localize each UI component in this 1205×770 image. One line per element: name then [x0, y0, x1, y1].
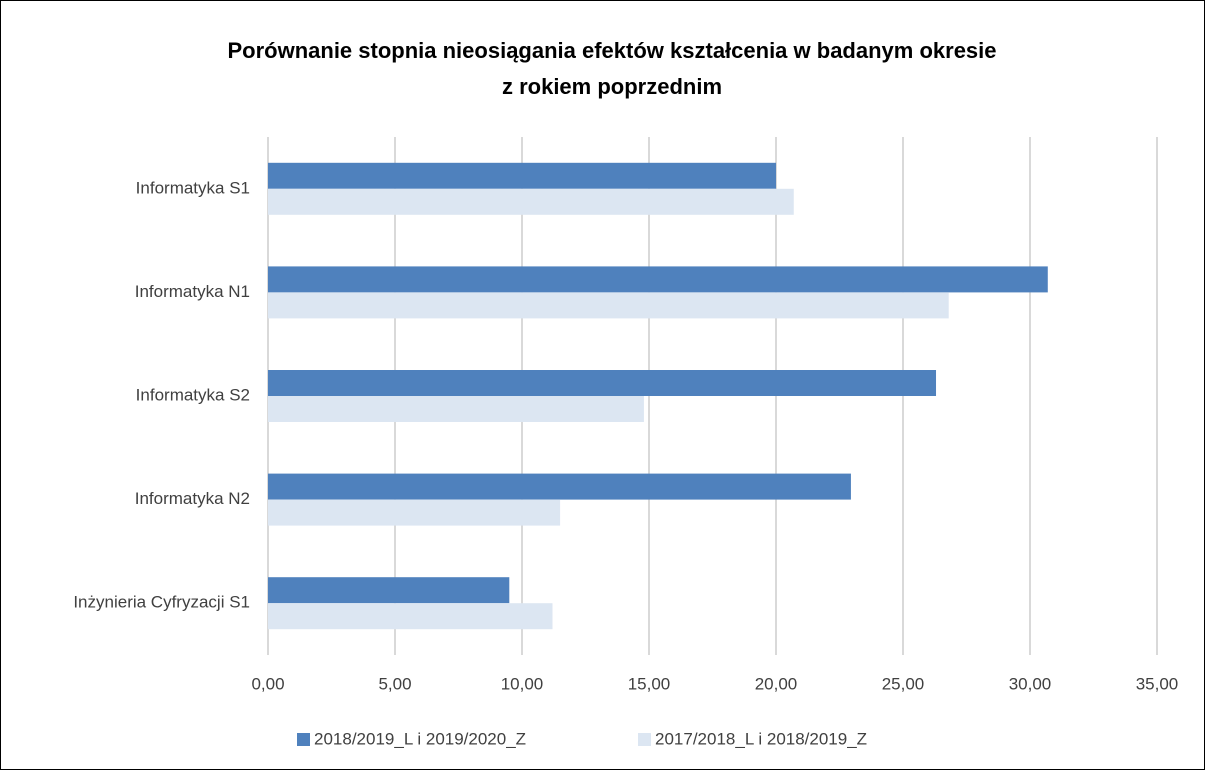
y-tick-label: Informatyka N1 [135, 282, 250, 301]
y-tick-label: Informatyka N2 [135, 489, 250, 508]
bar [268, 603, 553, 630]
bar [268, 370, 937, 396]
bar [268, 577, 510, 604]
x-tick-label: 30,00 [1009, 674, 1052, 693]
x-tick-label: 20,00 [755, 674, 798, 693]
legend-swatch [297, 733, 310, 746]
bar [268, 473, 851, 500]
bar [268, 266, 1048, 293]
legend-swatch [638, 733, 651, 746]
bar [268, 162, 776, 189]
x-tick-label: 0,00 [251, 674, 284, 693]
x-tick-label: 5,00 [378, 674, 411, 693]
x-tick-label: 15,00 [628, 674, 671, 693]
y-tick-label: Inżynieria Cyfryzacji S1 [73, 593, 250, 612]
bar [268, 292, 949, 319]
chart-title: Porównanie stopnia nieosiągania efektów … [227, 38, 996, 63]
x-tick-label: 10,00 [501, 674, 544, 693]
chart-title: z rokiem poprzednim [502, 74, 722, 99]
y-tick-label: Informatyka S2 [136, 385, 250, 404]
y-tick-label: Informatyka S1 [136, 178, 250, 197]
bar [268, 396, 644, 422]
bar [268, 188, 794, 215]
legend-label: 2017/2018_L i 2018/2019_Z [655, 729, 867, 748]
legend-label: 2018/2019_L i 2019/2020_Z [314, 729, 526, 748]
x-tick-label: 25,00 [882, 674, 925, 693]
x-tick-label: 35,00 [1136, 674, 1179, 693]
bar [268, 499, 561, 526]
